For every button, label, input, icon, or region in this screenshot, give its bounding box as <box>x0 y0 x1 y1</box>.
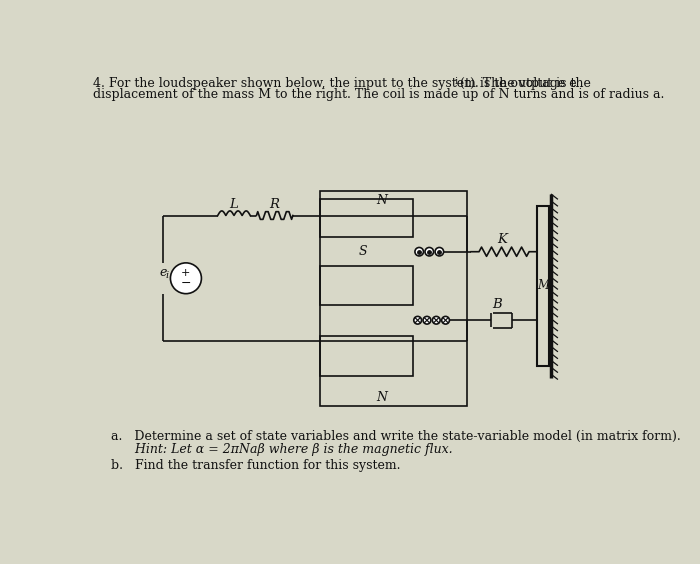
Text: i: i <box>166 271 169 280</box>
Circle shape <box>423 316 430 324</box>
Text: N: N <box>377 391 388 404</box>
Circle shape <box>415 248 424 256</box>
Text: S: S <box>358 245 367 258</box>
Circle shape <box>414 316 421 324</box>
Text: M: M <box>537 280 550 293</box>
Bar <box>320 191 468 407</box>
Circle shape <box>433 316 440 324</box>
Text: L: L <box>230 198 238 212</box>
Circle shape <box>442 316 449 324</box>
Text: +: + <box>181 268 190 278</box>
Text: K: K <box>497 233 507 246</box>
Text: (t). The output is the: (t). The output is the <box>461 77 592 90</box>
Text: −: − <box>181 277 191 290</box>
Bar <box>320 336 413 376</box>
Text: e: e <box>159 266 167 279</box>
Bar <box>320 199 413 237</box>
Text: N: N <box>377 193 388 206</box>
Text: B: B <box>492 298 502 311</box>
Text: b.   Find the transfer function for this system.: b. Find the transfer function for this s… <box>111 459 400 472</box>
Text: i: i <box>455 77 458 86</box>
Text: Hint: Let α = 2πNaβ where β is the magnetic flux.: Hint: Let α = 2πNaβ where β is the magne… <box>111 443 452 456</box>
Circle shape <box>170 263 202 294</box>
Text: a.   Determine a set of state variables and write the state-variable model (in m: a. Determine a set of state variables an… <box>111 430 680 443</box>
Circle shape <box>435 248 444 256</box>
Circle shape <box>425 248 433 256</box>
Text: displacement of the mass M to the right. The coil is made up of N turns and is o: displacement of the mass M to the right.… <box>93 89 664 102</box>
Text: 4. For the loudspeaker shown below, the input to the system is the voltage e: 4. For the loudspeaker shown below, the … <box>93 77 577 90</box>
Bar <box>537 205 550 367</box>
Text: R: R <box>270 198 280 212</box>
Bar <box>320 266 413 305</box>
